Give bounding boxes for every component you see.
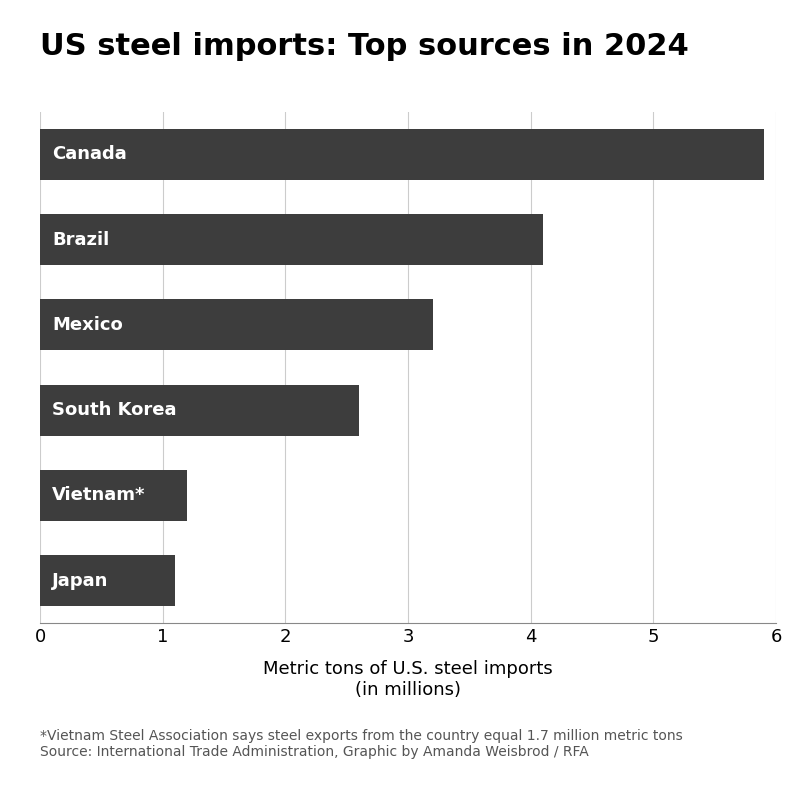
Bar: [40, 555, 175, 606]
Bar: [40, 470, 187, 521]
Text: Japan: Japan: [52, 571, 109, 590]
Bar: [40, 300, 433, 351]
X-axis label: Metric tons of U.S. steel imports
(in millions): Metric tons of U.S. steel imports (in mi…: [263, 660, 553, 699]
Text: Canada: Canada: [52, 145, 127, 164]
Text: Brazil: Brazil: [52, 231, 110, 248]
Text: Vietnam*: Vietnam*: [52, 487, 146, 504]
Text: South Korea: South Korea: [52, 401, 177, 419]
Text: Mexico: Mexico: [52, 316, 123, 334]
Bar: [40, 214, 543, 265]
Text: US steel imports: Top sources in 2024: US steel imports: Top sources in 2024: [40, 32, 689, 61]
Text: *Vietnam Steel Association says steel exports from the country equal 1.7 million: *Vietnam Steel Association says steel ex…: [40, 729, 682, 759]
Bar: [40, 384, 359, 435]
Bar: [40, 129, 764, 180]
